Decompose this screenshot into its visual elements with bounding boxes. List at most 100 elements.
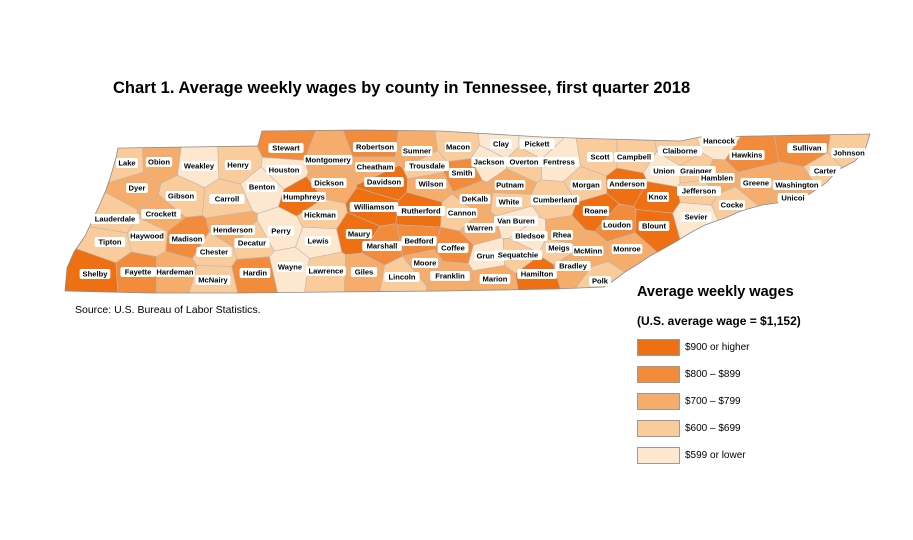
county-label: Sevier xyxy=(680,212,712,222)
county-label-text: Lawrence xyxy=(308,267,343,276)
county-label: Carter xyxy=(809,166,841,176)
county-label: Polk xyxy=(589,276,611,286)
county-label: Obion xyxy=(145,157,173,167)
county-label-text: Washington xyxy=(775,181,819,190)
county-label: Sumner xyxy=(401,146,433,156)
county-label-text: Fentress xyxy=(543,158,575,167)
county-label: Lewis xyxy=(304,236,332,246)
legend: Average weekly wages (U.S. average wage … xyxy=(637,284,887,474)
county-label-text: Overton xyxy=(509,158,538,167)
county-label: Meigs xyxy=(545,243,573,253)
county-label-text: Marshall xyxy=(367,242,398,251)
county-label: Henderson xyxy=(210,225,256,235)
county-label: Franklin xyxy=(430,271,470,281)
county-label-text: Houston xyxy=(269,166,300,175)
county-label: Knox xyxy=(647,192,669,202)
county-label-text: Coffee xyxy=(441,244,465,253)
county-label: Henry xyxy=(224,160,252,170)
county-label-text: Henderson xyxy=(213,226,253,235)
county-label-text: Cannon xyxy=(448,209,477,218)
county-label: Clay xyxy=(490,139,512,149)
county-label-text: Pickett xyxy=(525,140,550,149)
county-label: Monroe xyxy=(611,244,643,254)
legend-label: $900 or higher xyxy=(685,342,750,353)
county-label: Putnam xyxy=(494,180,526,190)
county-label-text: Sevier xyxy=(685,213,708,222)
county-label: Campbell xyxy=(614,152,654,162)
county-label-text: Shelby xyxy=(83,270,109,279)
county-label-text: Trousdale xyxy=(409,162,445,171)
county-label-text: Union xyxy=(653,167,675,176)
county-label-text: Clay xyxy=(493,140,510,149)
county-label-text: Maury xyxy=(348,230,371,239)
county-label: Chester xyxy=(196,247,232,257)
county-label-text: Gibson xyxy=(168,192,195,201)
legend-label: $599 or lower xyxy=(685,450,746,461)
county-label: McNairy xyxy=(195,275,231,285)
county-label: Gibson xyxy=(165,191,197,201)
county-label-text: Carter xyxy=(814,167,836,176)
county-label: Hawkins xyxy=(729,150,765,160)
county-label: Sequatchie xyxy=(493,250,543,260)
county-label: Lake xyxy=(116,158,138,168)
county-label: Haywood xyxy=(129,231,165,241)
county-label: Maury xyxy=(345,229,373,239)
county-label-text: Bedford xyxy=(404,237,433,246)
county-label: Roane xyxy=(582,206,610,216)
county-label: Scott xyxy=(586,152,614,162)
county-label: Perry xyxy=(267,226,295,236)
county-label-text: Henry xyxy=(227,161,249,170)
legend-items: $900 or higher $800 – $899 $700 – $799 $… xyxy=(637,339,887,464)
legend-item: $700 – $799 xyxy=(637,393,887,410)
county-label-text: Hancock xyxy=(703,137,735,146)
county-label: Loudon xyxy=(601,220,633,230)
county-label: Decatur xyxy=(234,238,270,248)
legend-swatch xyxy=(637,339,680,356)
county-label-text: Morgan xyxy=(572,181,600,190)
county-label-text: Rutherford xyxy=(401,207,441,216)
county-label: Wilson xyxy=(415,179,447,189)
county-label-text: Cumberland xyxy=(533,196,578,205)
county-label-text: Perry xyxy=(271,227,291,236)
county-label-text: Montgomery xyxy=(305,156,351,165)
county-label-text: Wilson xyxy=(419,180,444,189)
county-label: Overton xyxy=(506,157,542,167)
county-label: Lawrence xyxy=(306,266,346,276)
county-label: Union xyxy=(650,166,678,176)
county-label-text: Franklin xyxy=(435,272,465,281)
county-label-text: Wayne xyxy=(278,263,302,272)
county-label-text: Lewis xyxy=(307,237,328,246)
county-label: Fentress xyxy=(539,157,579,167)
county-label: Morgan xyxy=(570,180,602,190)
county-label-text: Greene xyxy=(743,179,769,188)
county-label: Crockett xyxy=(141,209,181,219)
county-label: Washington xyxy=(772,180,822,190)
county-label-text: Jackson xyxy=(474,158,505,167)
legend-label: $600 – $699 xyxy=(685,423,741,434)
county-label-text: Hardin xyxy=(243,269,267,278)
county-label: Hardeman xyxy=(155,267,195,277)
county-label-text: Meigs xyxy=(548,244,570,253)
county-label-text: Monroe xyxy=(613,245,640,254)
legend-swatch xyxy=(637,447,680,464)
county-label-text: Moore xyxy=(414,259,437,268)
county-label-text: Grainger xyxy=(680,167,712,176)
county-label-text: Lauderdale xyxy=(95,215,136,224)
county-label: Dickson xyxy=(311,178,347,188)
county-label-text: Dyer xyxy=(129,184,146,193)
county-label: Hamblen xyxy=(699,173,735,183)
source-note: Source: U.S. Bureau of Labor Statistics. xyxy=(75,304,261,316)
county-label: Houston xyxy=(266,165,302,175)
county-label: Bradley xyxy=(555,261,591,271)
county-label-text: Hamblen xyxy=(701,174,733,183)
county-label-text: Knox xyxy=(649,193,669,202)
county-label: Sullivan xyxy=(787,143,827,153)
county-label-text: Lake xyxy=(118,159,135,168)
legend-label: $700 – $799 xyxy=(685,396,741,407)
county-label: Hancock xyxy=(701,136,737,146)
county-label: Lauderdale xyxy=(90,214,140,224)
county-label: McMinn xyxy=(572,246,604,256)
county-label-text: Dickson xyxy=(314,179,344,188)
county-label-text: Scott xyxy=(591,153,610,162)
county-label: Shelby xyxy=(79,269,111,279)
